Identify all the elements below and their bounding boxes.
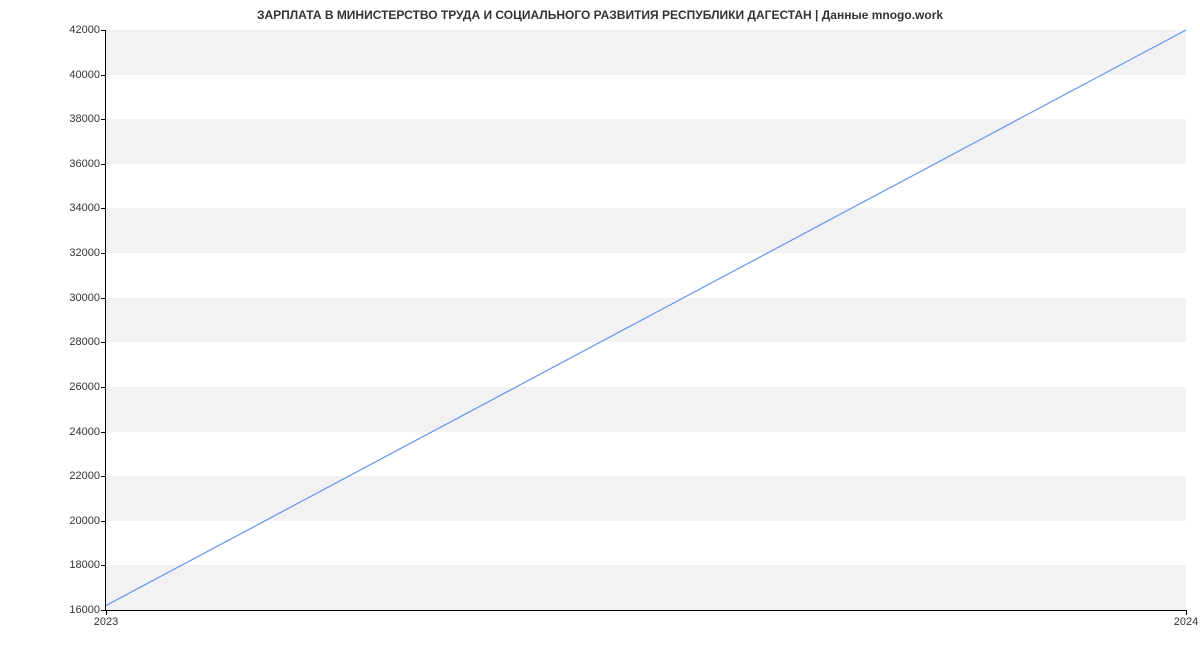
y-tick bbox=[101, 565, 106, 566]
plot-area: 1600018000200002200024000260002800030000… bbox=[105, 30, 1186, 611]
y-tick bbox=[101, 208, 106, 209]
x-tick-label: 2024 bbox=[1174, 616, 1198, 628]
y-tick-label: 34000 bbox=[69, 202, 100, 214]
y-tick-label: 28000 bbox=[69, 336, 100, 348]
y-tick bbox=[101, 119, 106, 120]
y-tick bbox=[101, 75, 106, 76]
y-tick-label: 26000 bbox=[69, 381, 100, 393]
x-tick-label: 2023 bbox=[94, 616, 118, 628]
y-tick-label: 16000 bbox=[69, 604, 100, 616]
y-tick bbox=[101, 30, 106, 31]
y-tick bbox=[101, 164, 106, 165]
y-tick-label: 40000 bbox=[69, 69, 100, 81]
y-tick-label: 36000 bbox=[69, 158, 100, 170]
y-tick bbox=[101, 476, 106, 477]
y-tick-label: 32000 bbox=[69, 247, 100, 259]
chart-line-layer bbox=[106, 30, 1186, 610]
chart-title: ЗАРПЛАТА В МИНИСТЕРСТВО ТРУДА И СОЦИАЛЬН… bbox=[0, 8, 1200, 22]
y-tick bbox=[101, 253, 106, 254]
y-tick bbox=[101, 298, 106, 299]
salary-line-chart: ЗАРПЛАТА В МИНИСТЕРСТВО ТРУДА И СОЦИАЛЬН… bbox=[0, 0, 1200, 650]
y-tick bbox=[101, 387, 106, 388]
y-tick bbox=[101, 342, 106, 343]
y-tick bbox=[101, 521, 106, 522]
x-tick bbox=[106, 610, 107, 615]
series-line bbox=[106, 30, 1186, 606]
x-tick bbox=[1186, 610, 1187, 615]
y-tick-label: 30000 bbox=[69, 292, 100, 304]
y-tick-label: 42000 bbox=[69, 24, 100, 36]
y-tick bbox=[101, 432, 106, 433]
y-tick-label: 38000 bbox=[69, 113, 100, 125]
y-tick-label: 18000 bbox=[69, 559, 100, 571]
y-tick-label: 24000 bbox=[69, 426, 100, 438]
y-tick-label: 22000 bbox=[69, 470, 100, 482]
y-tick-label: 20000 bbox=[69, 515, 100, 527]
